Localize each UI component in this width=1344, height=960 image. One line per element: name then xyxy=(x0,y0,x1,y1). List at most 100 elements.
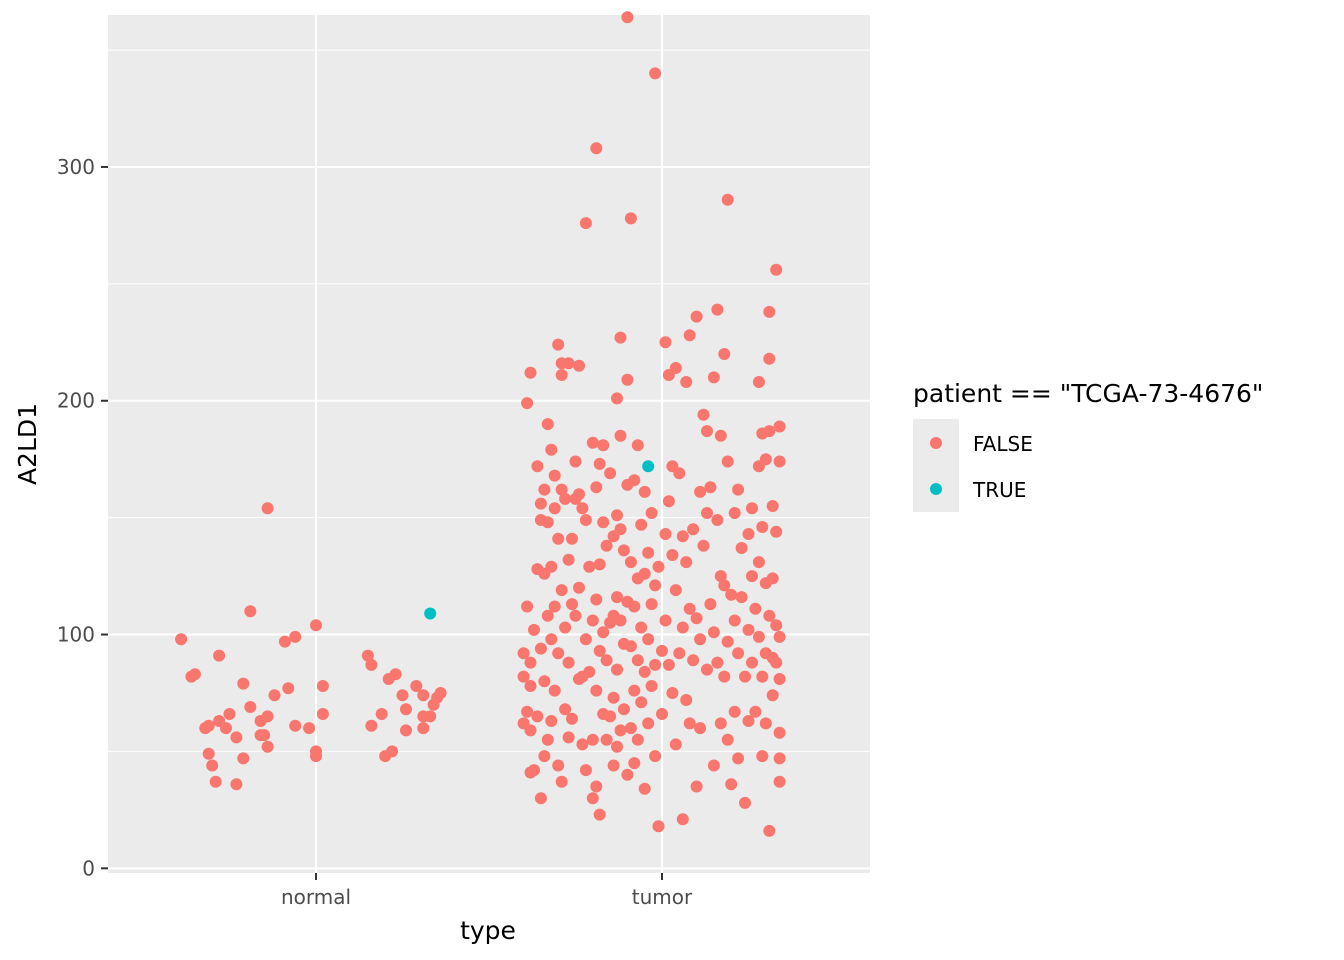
data-point-false xyxy=(562,656,575,669)
plot-panel-background xyxy=(108,15,870,873)
data-point-false xyxy=(680,376,693,388)
data-point-false xyxy=(687,523,700,536)
data-point-false xyxy=(573,488,585,501)
data-point-false xyxy=(559,621,572,634)
data-point-false xyxy=(721,733,734,746)
data-point-false xyxy=(763,824,776,837)
data-point-false xyxy=(202,719,215,732)
data-point-false xyxy=(521,705,534,718)
data-point-false xyxy=(600,733,613,746)
data-point-false xyxy=(649,750,662,763)
data-point-false xyxy=(590,142,603,155)
data-point-false xyxy=(752,556,765,569)
data-point-false xyxy=(548,469,561,482)
data-point-false xyxy=(538,750,551,763)
data-point-false xyxy=(209,775,222,788)
data-point-false xyxy=(742,623,755,636)
data-point-false xyxy=(268,689,281,702)
minor-gridlines xyxy=(108,49,870,752)
data-point-false xyxy=(559,703,572,716)
data-point-false xyxy=(763,425,776,438)
data-point-false xyxy=(607,691,620,704)
data-point-false xyxy=(604,710,617,723)
data-point-false xyxy=(175,633,188,646)
data-point-false xyxy=(701,425,713,438)
data-point-false xyxy=(652,820,665,833)
data-point-false xyxy=(656,708,668,720)
data-point-false xyxy=(704,481,717,494)
data-point-false xyxy=(624,640,637,653)
legend-key-true xyxy=(930,483,942,495)
data-point-false xyxy=(562,731,575,744)
data-point-false xyxy=(749,602,762,615)
data-point-false xyxy=(524,680,537,692)
data-point-false xyxy=(746,570,758,583)
data-point-false xyxy=(310,619,322,632)
data-point-false xyxy=(659,528,672,540)
data-point-false xyxy=(289,719,302,732)
data-point-false xyxy=(742,528,755,540)
data-point-false xyxy=(541,418,554,431)
data-point-false xyxy=(624,212,637,225)
data-point-false xyxy=(766,500,779,512)
data-point-false xyxy=(586,733,599,746)
data-point-false xyxy=(628,684,641,697)
data-point-false xyxy=(400,703,412,716)
data-point-false xyxy=(282,682,295,695)
data-point-false xyxy=(611,663,623,676)
data-point-false xyxy=(548,502,561,515)
data-point-false xyxy=(576,502,589,515)
data-point-false xyxy=(725,588,738,601)
data-point-false xyxy=(659,614,672,627)
data-point-false xyxy=(597,439,610,452)
data-point-false xyxy=(600,539,613,552)
data-point-false xyxy=(652,560,665,573)
data-point-false xyxy=(579,514,592,526)
data-point-false xyxy=(213,649,226,662)
data-point-false xyxy=(718,670,731,683)
data-point-false xyxy=(701,663,713,676)
data-point-false xyxy=(642,717,655,730)
data-point-false xyxy=(766,689,779,702)
data-point-false xyxy=(697,408,710,421)
data-point-false xyxy=(410,680,423,692)
data-point-false xyxy=(365,719,378,732)
data-point-false xyxy=(593,808,606,821)
data-point-false xyxy=(566,532,578,545)
x-tick-label: normal xyxy=(281,885,351,909)
data-point-false xyxy=(202,747,215,760)
data-point-false xyxy=(614,614,627,627)
data-point-false xyxy=(614,523,627,536)
data-point-false xyxy=(621,11,634,24)
data-point-false xyxy=(434,687,447,699)
y-axis-title: A2LD1 xyxy=(13,403,42,485)
legend-title: patient == "TCGA-73-4676" xyxy=(913,379,1263,408)
data-point-false xyxy=(261,502,274,515)
data-point-false xyxy=(662,658,675,671)
data-point-false xyxy=(638,782,651,795)
legend-label-false: FALSE xyxy=(973,432,1033,456)
data-point-false xyxy=(759,453,772,466)
data-point-false xyxy=(614,429,627,442)
data-point-false xyxy=(528,764,540,777)
data-point-false xyxy=(635,696,648,709)
data-point-false xyxy=(773,752,786,765)
data-point-false xyxy=(562,357,575,370)
data-point-false xyxy=(531,710,544,723)
data-point-false xyxy=(528,623,540,636)
data-point-false xyxy=(649,658,662,671)
data-point-false xyxy=(773,673,786,685)
data-point-false xyxy=(614,331,627,344)
data-point-false xyxy=(604,467,617,480)
data-point-false xyxy=(680,694,693,706)
data-point-false xyxy=(642,633,655,646)
data-point-false xyxy=(624,722,637,735)
data-point-false xyxy=(244,701,257,713)
data-point-false xyxy=(690,780,703,793)
data-point-false xyxy=(669,738,682,751)
data-point-false xyxy=(631,733,644,746)
data-point-false xyxy=(690,612,703,625)
data-point-false xyxy=(545,443,558,456)
data-point-false xyxy=(611,392,623,405)
data-point-false xyxy=(590,780,603,793)
